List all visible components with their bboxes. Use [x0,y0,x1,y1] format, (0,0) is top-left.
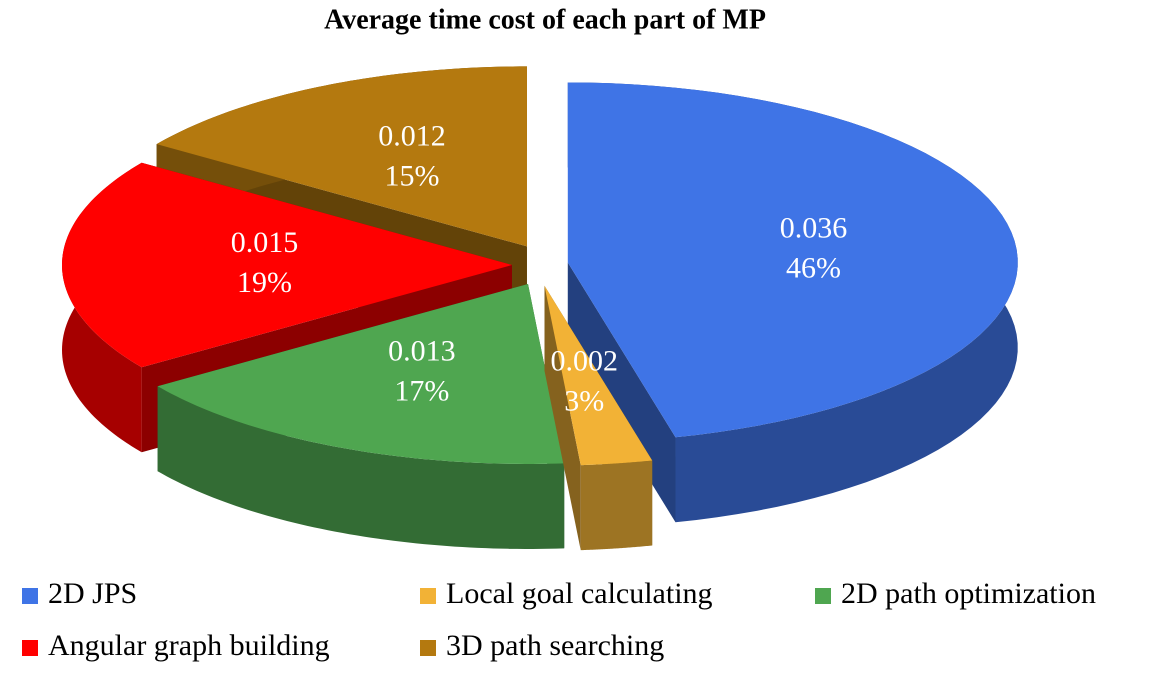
slice-top [157,283,565,464]
percentage-label: 17% [394,374,449,407]
percentage-label: 3% [564,384,604,417]
legend-label: 2D JPS [48,577,137,610]
legend-swatch [22,640,38,656]
percentage-label: 19% [237,266,292,299]
slice-side [157,386,565,549]
value-label: 0.013 [388,334,456,367]
legend-label: 3D path searching [446,629,664,662]
slice-top [62,162,512,368]
slice [157,283,565,549]
value-label: 0.015 [231,226,299,259]
slice-top [544,285,653,466]
percentage-label: 15% [384,160,439,193]
slice-top [156,66,527,247]
slice-wall [544,285,581,551]
slice-top [567,82,1018,438]
value-label: 0.012 [378,120,446,153]
legend-swatch [420,588,436,604]
chart-title: Average time cost of each part of MP [324,4,766,35]
slice [544,285,653,551]
percentage-label: 46% [786,251,841,284]
legend-swatch [420,640,436,656]
slice-side [580,460,653,551]
legend-label: Angular graph building [48,629,330,662]
legend-label: 2D path optimization [841,577,1096,610]
value-label: 0.036 [780,211,848,244]
legend-swatch [815,588,831,604]
legend-label: Local goal calculating [446,577,713,610]
value-label: 0.002 [550,344,618,377]
legend-swatch [22,588,38,604]
